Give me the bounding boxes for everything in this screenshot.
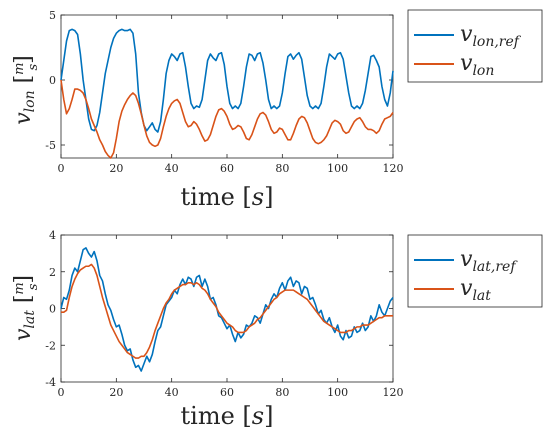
y-tick-label: 0 [49,303,56,316]
x-axis-label-close: ] [264,402,273,430]
legend: vlon,ref vlon [407,9,543,83]
x-axis-label-close: ] [264,183,273,211]
x-tick-label: 120 [383,162,404,175]
x-axis-label: time [s] [181,402,274,430]
x-axis-label-unit: [ [242,183,251,211]
x-tick-label: 0 [58,162,65,175]
y-axis-label-text: vlon [ms] [11,55,41,125]
x-tick-label: 40 [165,162,179,175]
series-line-v-lat [61,263,393,359]
x-tick-label: 80 [275,386,289,399]
x-tick-label: 20 [109,162,123,175]
y-axis-label: vlat [ms] [11,275,41,341]
legend-box [407,9,543,83]
plot-area [60,234,394,383]
series-line-v-lon-ref [60,28,394,133]
y-axis-label: vlon [ms] [11,55,41,125]
x-tick-label: 80 [275,162,289,175]
y-tick-label: 2 [49,266,56,279]
x-axis-label-time: time [181,402,235,430]
series-line-v-lon [60,79,394,159]
y-tick-label: 5 [49,9,56,22]
x-tick-label: 100 [327,386,348,399]
y-tick-label: -4 [45,376,56,389]
x-tick-label: 120 [383,386,404,399]
series-group [60,247,394,372]
x-tick-label: 100 [327,162,348,175]
legend-box [407,234,543,308]
y-axis-label-text: vlat [ms] [11,275,41,341]
y-tick-label: -2 [45,339,56,352]
x-tick-label: 20 [109,386,123,399]
x-axis-label-unit-s: s [252,402,264,430]
x-axis-label-unit: [ [242,402,251,430]
x-axis-label-time: time [181,183,235,211]
x-axis-label-unit-s: s [252,183,264,211]
x-tick-label: 40 [165,386,179,399]
x-tick-label: 0 [58,386,65,399]
y-tick-label: 4 [49,229,56,242]
x-tick-label: 60 [220,386,234,399]
x-tick-label: 60 [220,162,234,175]
legend: vlat,ref vlat [407,234,543,308]
y-tick-label: 0 [49,74,56,87]
x-axis-label: time [s] [181,183,274,211]
series-group [60,28,394,159]
series-line-v-lat-ref [60,247,394,372]
y-tick-label: -5 [45,139,56,152]
